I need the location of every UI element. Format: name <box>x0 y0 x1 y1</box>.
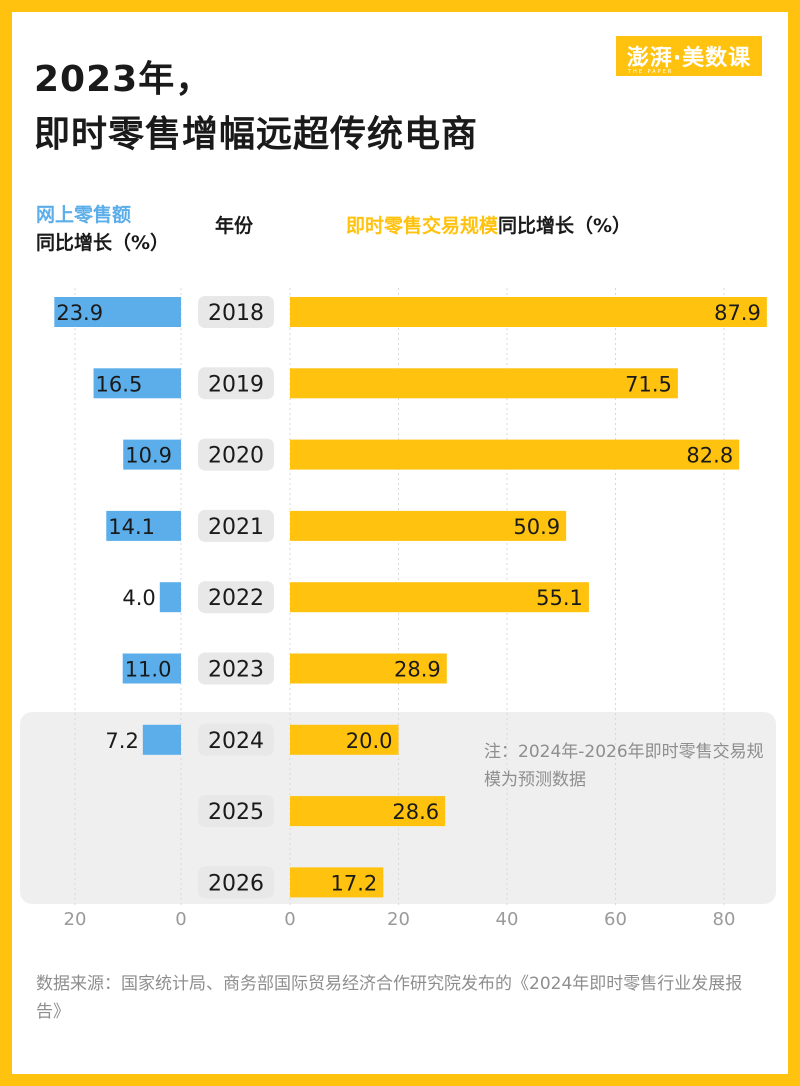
year-label: 2019 <box>208 372 264 397</box>
instant-retail-bar <box>290 439 740 470</box>
chart-title: 2023年， 即时零售增幅远超传统电商 <box>34 52 478 162</box>
online-retail-value-label: 23.9 <box>56 301 103 325</box>
year-pill <box>198 367 274 400</box>
right-axis-tick-label: 40 <box>496 909 519 930</box>
year-pill <box>198 296 274 328</box>
year-pill <box>198 509 274 542</box>
instant-retail-value-label: 28.9 <box>394 658 441 682</box>
instant-retail-bar <box>290 368 678 399</box>
online-retail-bar <box>142 724 181 755</box>
instant-retail-bar <box>290 510 567 541</box>
year-label: 2021 <box>208 515 264 540</box>
online-retail-bar <box>159 582 181 613</box>
year-label: 2026 <box>208 871 264 896</box>
online-retail-bar <box>122 653 181 684</box>
year-label: 2024 <box>208 729 264 754</box>
left-series-header: 网上零售额 同比增长（%） <box>36 201 169 257</box>
year-label: 2023 <box>208 658 264 683</box>
online-retail-bar <box>123 439 181 470</box>
right-axis-tick-label: 0 <box>284 909 295 930</box>
right-header-rest: 同比增长（%） <box>498 215 632 237</box>
left-axis-tick-label: 20 <box>64 909 87 930</box>
instant-retail-bar <box>290 796 446 827</box>
year-pill <box>198 866 274 899</box>
online-retail-value-label: 11.0 <box>125 658 172 682</box>
instant-retail-value-label: 87.9 <box>714 301 761 325</box>
instant-retail-bar <box>290 867 384 898</box>
year-pill <box>198 438 274 471</box>
instant-retail-bar <box>290 582 589 613</box>
instant-retail-bar <box>290 724 399 755</box>
right-axis-tick-label: 20 <box>387 909 410 930</box>
left-header-line-2: 同比增长（%） <box>36 232 170 254</box>
year-pill <box>198 723 274 756</box>
logo-subtext: THE PAPER <box>628 69 674 75</box>
left-header-line-1: 网上零售额 <box>36 204 132 226</box>
instant-retail-value-label: 82.8 <box>686 444 733 468</box>
left-axis-tick-label: 0 <box>175 909 186 930</box>
data-source: 数据来源：国家统计局、商务部国际贸易经济合作研究院发布的《2024年即时零售行业… <box>36 974 743 1022</box>
forecast-note: 注：2024年-2026年即时零售交易规模为预测数据 <box>484 742 764 790</box>
online-retail-value-label: 16.5 <box>96 372 143 396</box>
brand-logo: 澎湃·美数课 THE PAPER <box>616 36 762 76</box>
online-retail-value-label: 14.1 <box>108 515 155 539</box>
right-series-header: 即时零售交易规模同比增长（%） <box>346 212 631 240</box>
right-axis-tick-label: 60 <box>604 909 627 930</box>
title-line-1: 2023年， <box>34 59 213 100</box>
online-retail-value-label: 7.2 <box>105 729 138 753</box>
right-header-highlight: 即时零售交易规模 <box>346 215 499 237</box>
online-retail-bar <box>106 510 181 541</box>
online-retail-value-label: 10.9 <box>125 444 172 468</box>
online-retail-bar <box>93 368 181 399</box>
year-pill <box>198 795 274 828</box>
year-header: 年份 <box>215 215 254 237</box>
year-pill <box>198 652 274 685</box>
title-line-2: 即时零售增幅远超传统电商 <box>34 114 479 155</box>
logo-text: 澎湃·美数课 <box>626 46 752 71</box>
year-label: 2018 <box>208 301 264 326</box>
year-pill <box>198 581 274 614</box>
year-label: 2022 <box>208 586 264 611</box>
right-axis-tick-label: 80 <box>713 909 736 930</box>
instant-retail-value-label: 28.6 <box>392 800 439 824</box>
instant-retail-value-label: 55.1 <box>536 586 583 610</box>
instant-retail-value-label: 17.2 <box>331 871 378 895</box>
instant-retail-value-label: 50.9 <box>513 515 560 539</box>
instant-retail-value-label: 71.5 <box>625 372 672 396</box>
year-label: 2020 <box>208 444 264 469</box>
online-retail-bar <box>54 297 181 327</box>
instant-retail-bar <box>290 653 447 684</box>
instant-retail-value-label: 20.0 <box>346 729 393 753</box>
online-retail-value-label: 4.0 <box>122 586 155 610</box>
year-label: 2025 <box>208 800 264 825</box>
instant-retail-bar <box>290 297 767 327</box>
